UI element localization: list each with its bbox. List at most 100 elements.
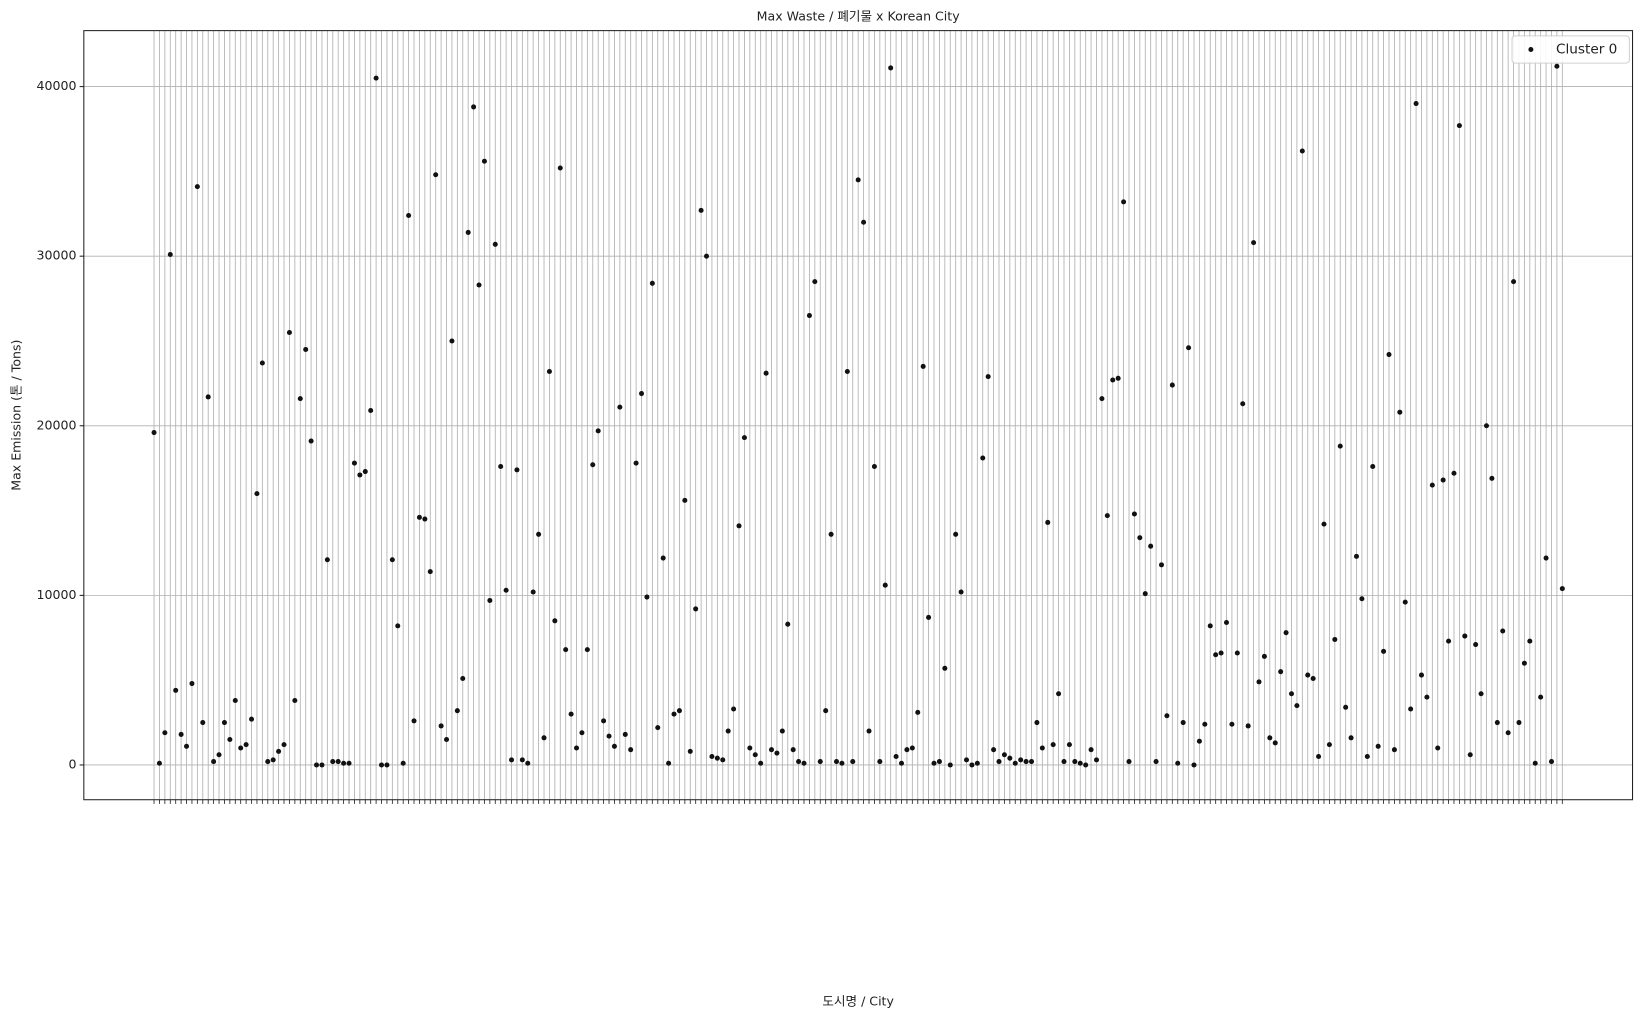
point [731, 706, 737, 712]
point [796, 759, 802, 765]
point [389, 557, 395, 563]
point [1104, 513, 1110, 519]
point [346, 760, 352, 766]
point [579, 730, 585, 736]
point [476, 282, 482, 288]
point [1353, 553, 1360, 559]
point [1500, 628, 1506, 634]
point [628, 747, 634, 753]
point [720, 757, 726, 763]
point [205, 394, 211, 400]
point [1023, 759, 1029, 765]
point [525, 760, 531, 766]
point [991, 747, 997, 753]
point [752, 752, 758, 758]
point [178, 731, 184, 737]
point [1408, 706, 1414, 712]
legend-box [1511, 35, 1630, 64]
point [1245, 723, 1251, 729]
legend-marker [1528, 46, 1534, 52]
point [438, 723, 444, 729]
point [1511, 279, 1517, 285]
point [286, 329, 292, 336]
point [1115, 375, 1121, 381]
point [969, 762, 975, 768]
point [1305, 672, 1311, 678]
point [167, 251, 173, 257]
point [1083, 762, 1089, 768]
legend-label: Cluster 0 [1556, 41, 1617, 57]
point [725, 728, 731, 734]
point [1121, 199, 1127, 205]
point [861, 219, 867, 225]
point [1456, 123, 1462, 129]
plot-frame [83, 30, 1634, 801]
point [1467, 752, 1473, 758]
point [395, 623, 401, 629]
point [574, 745, 580, 751]
point [1543, 555, 1549, 561]
point [1316, 753, 1322, 759]
x-axis-label: 도시명 / City [822, 993, 894, 1008]
point [1413, 101, 1419, 107]
point [1099, 396, 1105, 402]
point [622, 731, 628, 737]
point [519, 757, 525, 763]
point [1435, 745, 1441, 751]
point [980, 455, 986, 461]
point [1007, 755, 1013, 761]
point [1001, 752, 1007, 758]
point [156, 760, 162, 766]
point [714, 755, 720, 761]
point [471, 104, 477, 110]
point [563, 647, 569, 653]
point [1446, 638, 1452, 644]
point [422, 516, 428, 522]
point [1218, 650, 1224, 656]
point [552, 618, 558, 624]
point [1066, 742, 1072, 748]
point [833, 759, 840, 765]
point [319, 762, 325, 768]
point [1559, 586, 1565, 592]
point [1381, 648, 1387, 654]
point [1191, 762, 1197, 768]
point [1370, 463, 1376, 469]
point [660, 555, 666, 561]
point [844, 368, 850, 375]
point [254, 491, 260, 497]
point [216, 752, 222, 758]
point [763, 370, 769, 376]
point [1418, 672, 1425, 678]
point [1516, 720, 1522, 726]
point [1451, 470, 1457, 476]
point [1532, 760, 1538, 766]
point [693, 606, 699, 612]
point [633, 460, 639, 466]
point [1343, 704, 1349, 710]
point [682, 497, 688, 503]
point [1180, 720, 1186, 726]
point [238, 745, 244, 751]
point [324, 557, 330, 563]
point [406, 212, 412, 218]
point [1521, 660, 1527, 666]
point [812, 279, 818, 285]
point [265, 759, 271, 765]
point [454, 708, 460, 714]
chart-title: Max Waste / 폐기물 x Korean City [757, 8, 961, 23]
point [893, 753, 899, 759]
point [974, 760, 980, 766]
point [379, 762, 385, 768]
point [926, 614, 932, 620]
point [1294, 703, 1300, 709]
point [400, 760, 406, 766]
point [487, 597, 493, 603]
point [936, 759, 942, 765]
point [1288, 691, 1295, 697]
point [1278, 669, 1284, 675]
point [503, 587, 509, 593]
point [243, 742, 249, 748]
point [514, 467, 520, 473]
point [281, 742, 287, 748]
